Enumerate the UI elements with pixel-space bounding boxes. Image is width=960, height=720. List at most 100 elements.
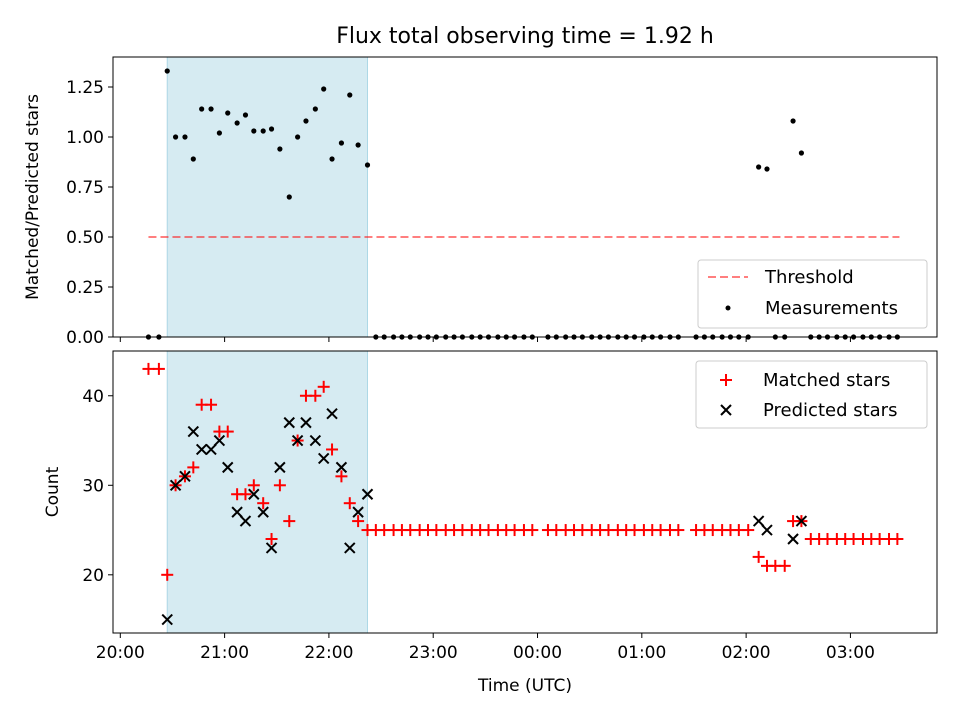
matched-star-point — [672, 524, 685, 537]
measurement-point — [286, 194, 292, 200]
predicted-star-point — [187, 425, 200, 438]
observing-span-shade — [166, 56, 369, 338]
measurement-point — [321, 86, 327, 92]
observing-span-shade — [166, 350, 369, 634]
predicted-star-point — [291, 434, 304, 447]
measurement-point — [329, 156, 335, 162]
ratio-panel: 0.00 0.25 0.50 0.75 1.00 1.25 Matched/Predict… — [23, 56, 938, 348]
measurement-point — [172, 134, 179, 140]
predicted-star-point — [179, 470, 191, 483]
measurement-point — [312, 106, 318, 112]
predicted-star-point — [795, 515, 808, 527]
matched-star-point — [221, 425, 234, 438]
x-tick-label: 02:00 — [722, 643, 771, 663]
predicted-star-point — [265, 542, 278, 554]
measurement-point — [303, 118, 309, 124]
measurement-point — [260, 128, 266, 134]
measurement-point — [338, 140, 345, 146]
measurement-point — [347, 92, 353, 98]
matched-star-point — [352, 515, 365, 528]
x-tick-label: 03:00 — [826, 643, 875, 663]
y-tick-label: 0.25 — [66, 278, 104, 298]
measurement-point — [182, 134, 188, 140]
predicted-star-point — [231, 506, 243, 518]
matched-star-point — [161, 568, 174, 581]
matched-star-point — [309, 389, 322, 402]
legend-matched-label: Matched stars — [763, 370, 890, 391]
matched-star-point — [239, 488, 252, 501]
predicted-star-point — [213, 434, 226, 447]
y-tick-label: 20 — [82, 566, 104, 586]
predicted-star-point — [239, 515, 252, 527]
ratio-legend: Threshold Measurements — [697, 259, 928, 329]
measurement-point — [790, 118, 796, 124]
x-tick-label: 01:00 — [617, 643, 666, 663]
measurement-point — [225, 110, 231, 116]
x-tick-label: 22:00 — [304, 643, 353, 663]
matched-star-point — [343, 497, 356, 510]
legend-measurements-swatch — [725, 305, 731, 311]
matched-star-point — [742, 524, 755, 537]
predicted-star-point — [309, 434, 322, 447]
y-tick-label: 0.75 — [66, 178, 104, 198]
measurement-point — [251, 128, 257, 134]
matched-star-point — [142, 362, 155, 375]
ratio-axes-frame — [112, 56, 938, 338]
count-points — [142, 362, 904, 626]
matched-star-point — [247, 479, 260, 492]
predicted-star-point — [317, 452, 330, 465]
predicted-star-point — [222, 461, 234, 474]
y-tick-label: 0.50 — [66, 228, 104, 248]
x-tick-label: 23:00 — [409, 643, 458, 663]
predicted-star-point — [352, 506, 364, 518]
matched-star-point — [265, 533, 278, 545]
matched-star-point — [283, 515, 296, 528]
measurement-point — [277, 146, 283, 152]
count-x-ticks: 20:00 21:00 22:00 23:00 00:00 01:00 02:00 03:00 — [96, 633, 875, 663]
predicted-star-point — [195, 443, 208, 456]
predicted-star-point — [300, 416, 312, 429]
matched-star-point — [205, 398, 218, 411]
matched-star-point — [891, 533, 904, 545]
measurement-point — [190, 156, 196, 162]
predicted-star-point — [761, 524, 773, 536]
measurement-point — [355, 142, 361, 148]
y-tick-label: 30 — [82, 476, 104, 496]
matched-star-point — [273, 479, 286, 492]
y-tick-label: 40 — [82, 387, 104, 407]
measurement-point — [242, 112, 249, 118]
predicted-star-point — [169, 479, 182, 491]
predicted-star-point — [344, 542, 356, 554]
count-panel: 20 30 40 20:00 21:00 22:00 23:00 00:00 01:00 02:… — [43, 350, 938, 696]
matched-star-point — [257, 497, 270, 510]
count-axes-frame — [112, 350, 938, 634]
measurement-point — [268, 126, 275, 132]
matched-star-point — [152, 362, 165, 375]
x-axis-label: Time (UTC) — [477, 676, 572, 696]
predicted-star-point — [326, 407, 338, 420]
predicted-star-point — [335, 461, 348, 474]
measurement-point — [208, 106, 214, 112]
legend-measurements-label: Measurements — [765, 298, 898, 319]
count-legend: Matched stars Predicted stars — [695, 360, 928, 429]
measurement-point — [199, 106, 205, 112]
count-y-label: Count — [43, 466, 63, 517]
matched-star-point — [335, 470, 348, 483]
matched-star-point — [778, 559, 791, 572]
legend-threshold-label: Threshold — [764, 267, 854, 288]
predicted-star-point — [752, 515, 765, 527]
predicted-star-point — [361, 488, 374, 500]
predicted-star-point — [161, 613, 173, 626]
measurement-point — [164, 68, 170, 74]
measurement-point — [216, 130, 222, 136]
ratio-y-label: Matched/Predicted stars — [23, 94, 43, 300]
ratio-y-ticks: 0.00 0.25 0.50 0.75 1.00 1.25 — [66, 78, 113, 348]
predicted-star-point — [205, 443, 217, 456]
count-y-ticks: 20 30 40 — [82, 387, 113, 586]
y-tick-label: 1.25 — [66, 78, 104, 98]
measurement-point — [295, 134, 301, 140]
chart-title: Flux total observing time = 1.92 h — [336, 24, 714, 49]
x-tick-label: 21:00 — [200, 643, 249, 663]
